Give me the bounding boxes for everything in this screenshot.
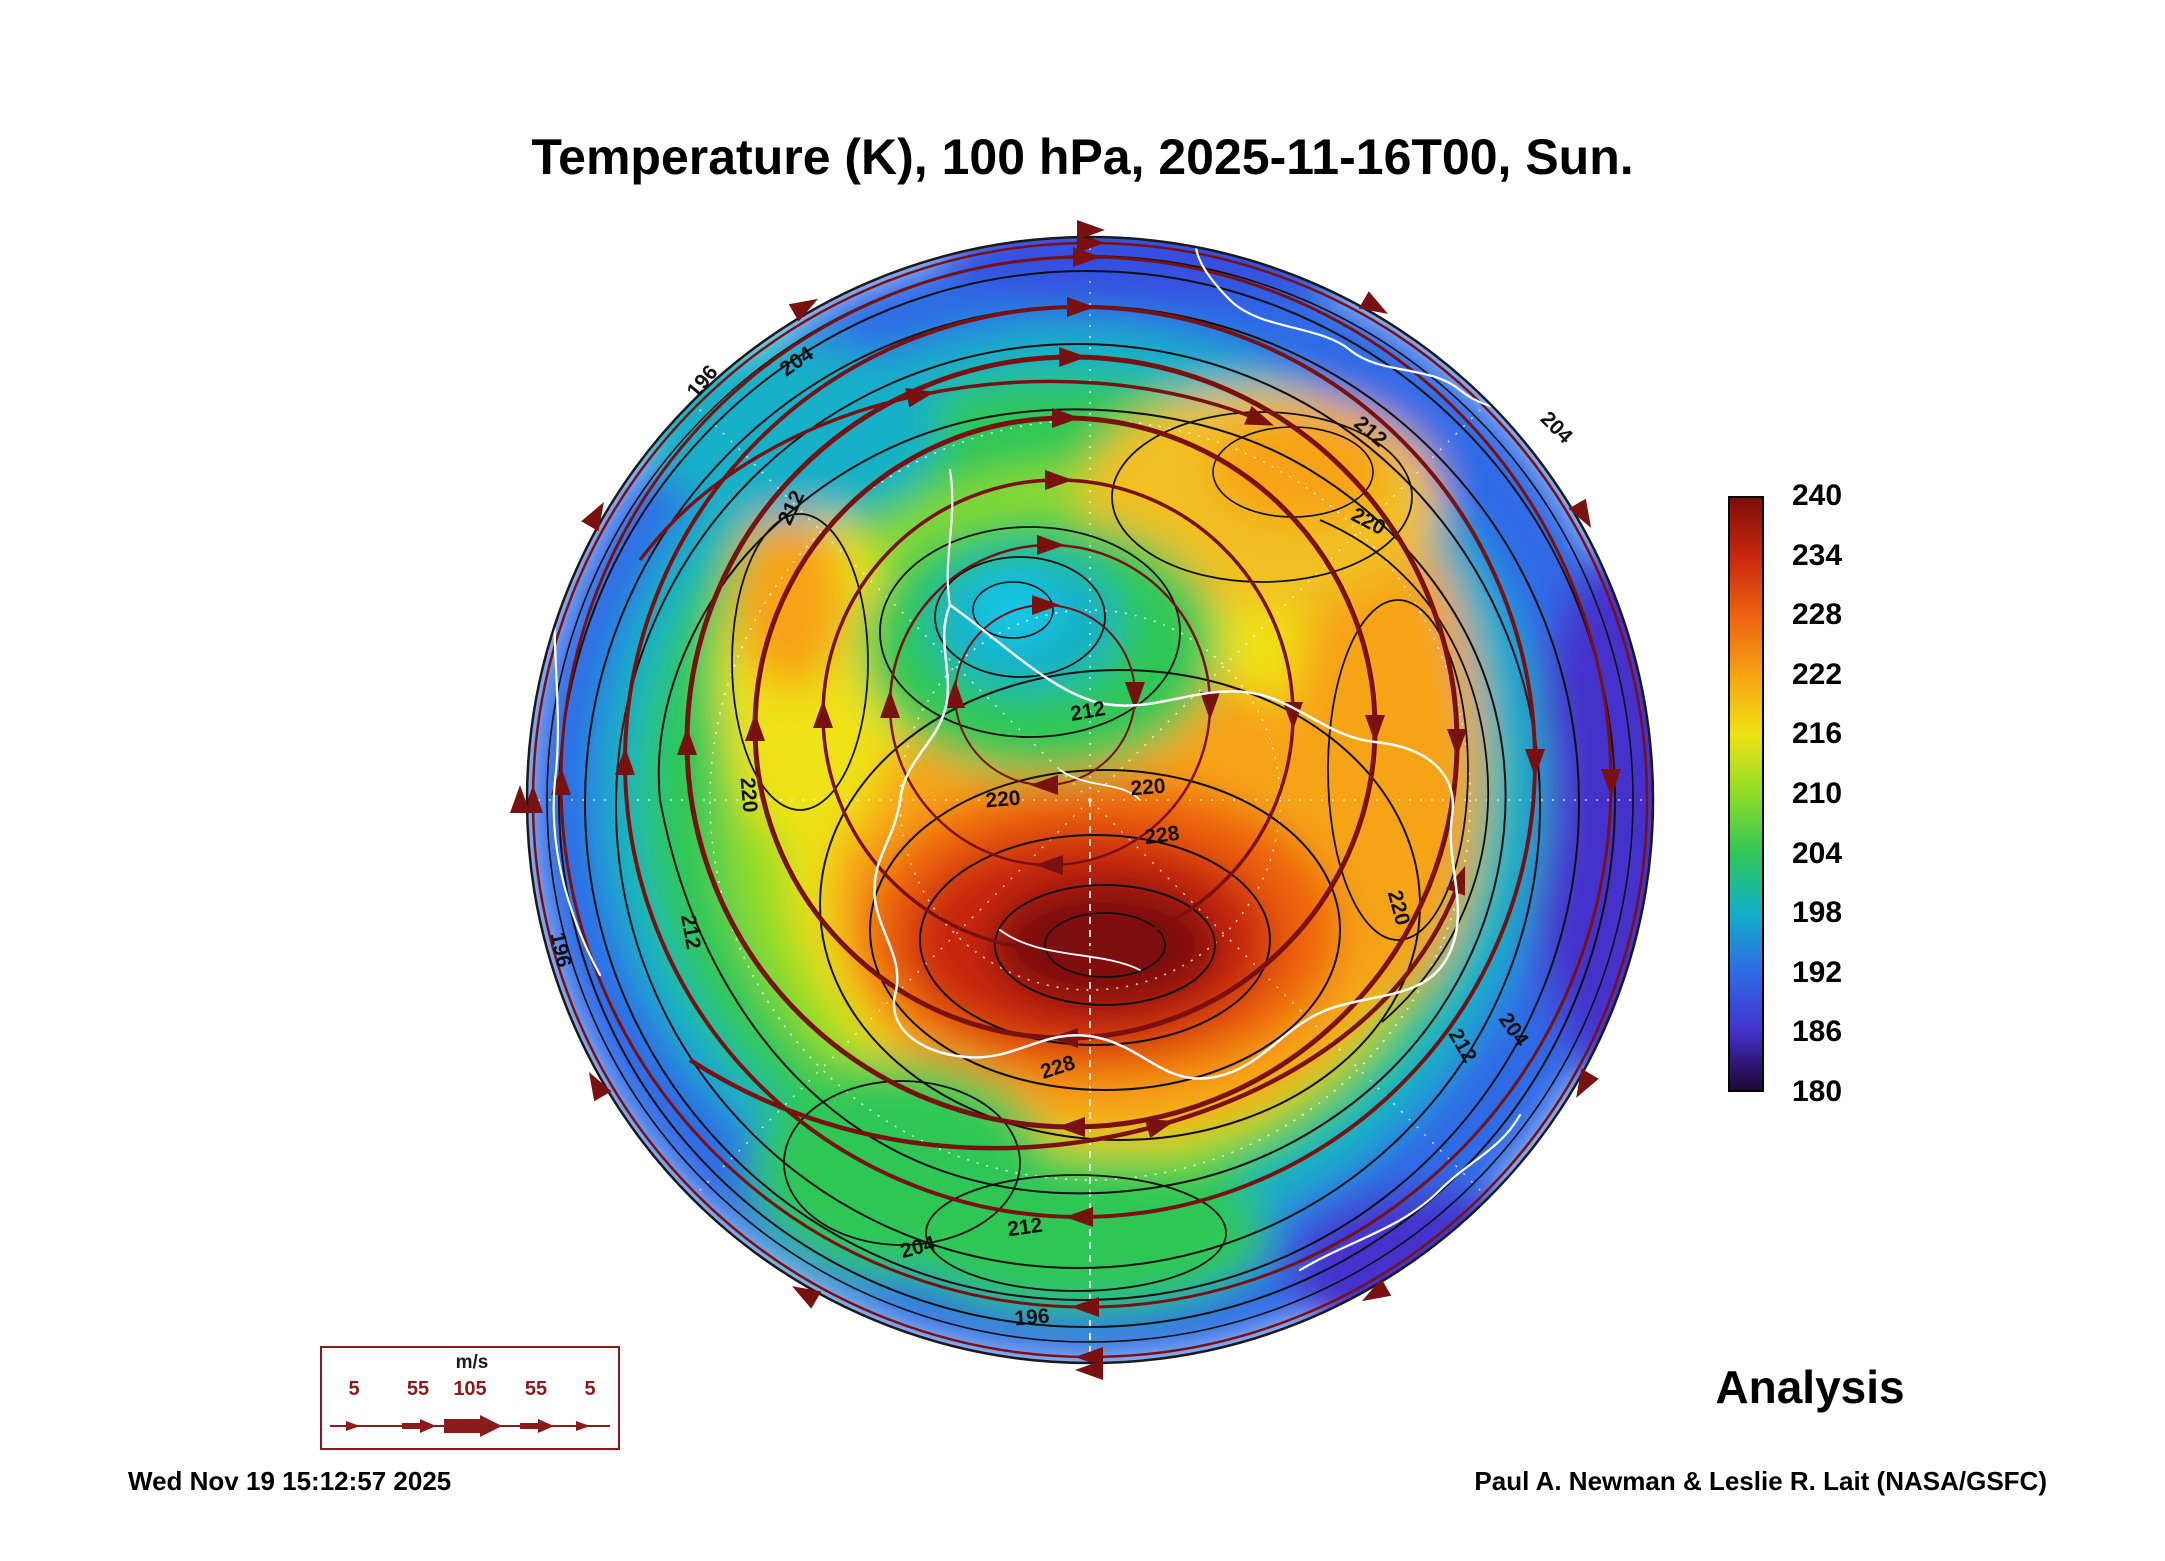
wind-value: 105 <box>453 1378 487 1400</box>
contour-label: 220 <box>1129 774 1167 801</box>
wind-value: 5 <box>584 1378 596 1400</box>
wind-arrow-scale <box>330 1415 610 1437</box>
wind-value: 55 <box>406 1378 430 1400</box>
contour-label: 228 <box>1142 821 1181 850</box>
colorbar <box>1728 496 1764 1092</box>
wind-value: 55 <box>524 1378 548 1400</box>
contour-label: 220 <box>735 776 762 814</box>
contour-label: 196 <box>1013 1304 1051 1331</box>
generation-timestamp: Wed Nov 19 15:12:57 2025 <box>128 1466 452 1496</box>
contour-label: 220 <box>984 786 1022 813</box>
colorbar-tick: 204 <box>1792 837 1843 870</box>
wind-value: 5 <box>348 1378 360 1400</box>
colorbar-tick: 240 <box>1792 479 1843 512</box>
analysis-label: Analysis <box>1715 1361 1905 1413</box>
colorbar-tick: 216 <box>1792 717 1843 750</box>
wind-units-label: m/s <box>455 1352 489 1373</box>
colorbar-tick: 222 <box>1792 658 1843 691</box>
colorbar-tick: 234 <box>1792 539 1843 572</box>
colorbar-tick: 210 <box>1792 777 1843 810</box>
colorbar-tick: 198 <box>1792 896 1843 929</box>
contour-label: 212 <box>1005 1213 1044 1242</box>
colorbar-tick: 186 <box>1792 1015 1843 1048</box>
credit-line: Paul A. Newman & Leslie R. Lait (NASA/GS… <box>1474 1466 2047 1496</box>
colorbar-tick: 228 <box>1792 598 1843 631</box>
wind-speed-legend: m/s 5 55 105 55 5 <box>320 1346 620 1450</box>
colorbar-tick: 180 <box>1792 1075 1843 1108</box>
plot-title: Temperature (K), 100 hPa, 2025-11-16T00,… <box>531 129 1634 185</box>
colorbar-tick: 192 <box>1792 956 1843 989</box>
